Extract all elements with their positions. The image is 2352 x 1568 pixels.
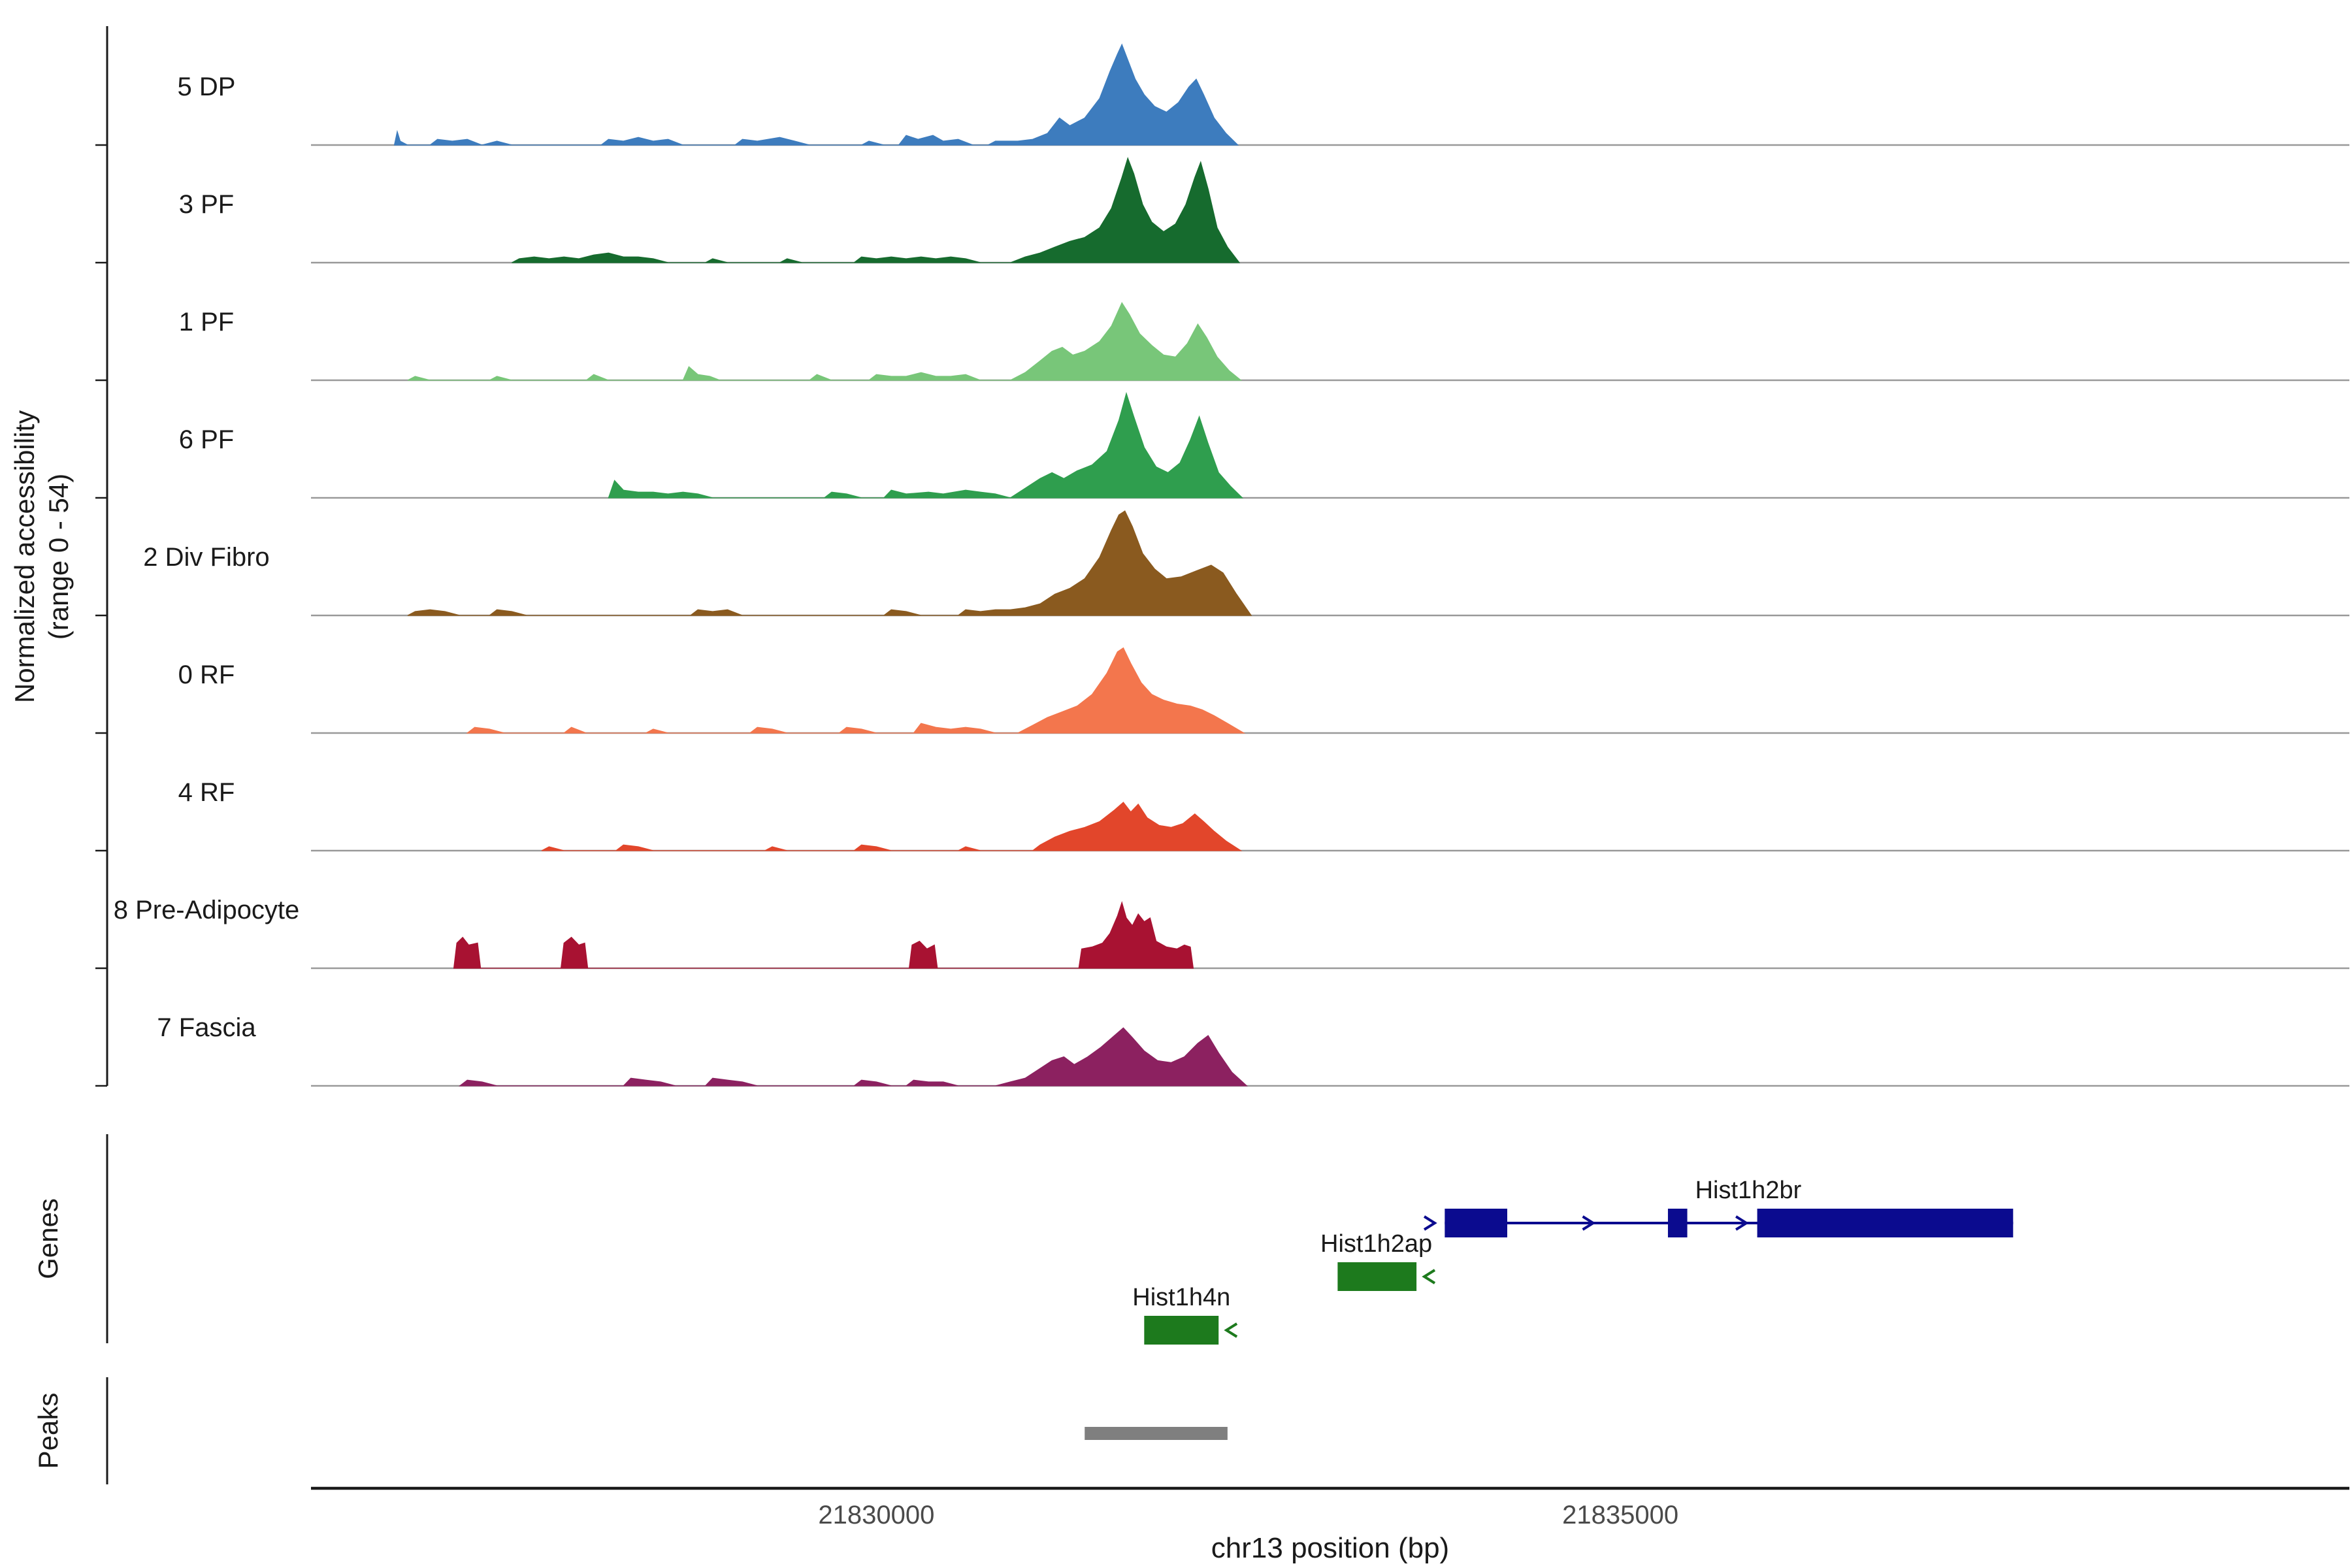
x-axis: 21830000 21835000 [311,1486,2349,1529]
strand-arrow-icon [1582,1215,1596,1231]
x-axis-tick-label: 21830000 [818,1501,934,1529]
strand-arrow-icon [1735,1215,1749,1231]
track-signal-area [512,157,1241,263]
track-label: 3 PF [179,190,234,219]
coverage-track: 4 RF [95,778,2349,852]
track-label: 0 RF [178,661,235,689]
strand-arrow-icon [1422,1269,1436,1284]
track-label: 2 Div Fibro [143,543,269,572]
track-signal-area [466,647,1246,734]
gene-exon [1757,1209,2014,1237]
peak-bar [1085,1427,1228,1440]
gene-exon [1667,1209,1688,1237]
gene-exon [1445,1209,1508,1237]
coverage-track: 2 Div Fibro [95,510,2349,617]
track-label: 6 PF [179,425,234,454]
track-label: 1 PF [179,308,234,336]
coverage-track: 3 PF [95,157,2349,264]
gene-label: Hist1h2br [1695,1177,1802,1204]
genes-section: Hist1h2br Hist1h2ap Hist1h4n [1132,1177,2014,1345]
track-signal-area [407,302,1243,381]
track-signal-area [407,510,1252,616]
peaks-section [1085,1427,1228,1440]
track-signal-area [459,1027,1248,1086]
y-axis-label-line2: (range 0 - 54) [43,474,74,640]
coverage-tracks-section: 5 DP 3 PF 1 PF 6 PF 2 Div Fibro 0 RF 4 RF 8 Pre… [95,26,2349,1087]
coverage-track: 0 RF [95,647,2349,734]
track-signal-area [393,43,1239,146]
track-signal-area [541,802,1243,851]
track-label: 5 DP [178,73,236,101]
coverage-track: 7 Fascia [95,1013,2349,1087]
track-label: 4 RF [178,778,235,807]
coverage-track: 5 DP [95,43,2349,146]
track-signal-area [608,391,1244,498]
gene-model: Hist1h4n [1132,1284,1238,1345]
strand-arrow-icon [1224,1322,1238,1338]
gene-exon [1337,1262,1417,1291]
coverage-track: 6 PF [95,391,2349,499]
track-signal-area [453,901,1194,969]
strand-arrow-icon [1423,1215,1437,1231]
coverage-track: 8 Pre-Adipocyte [95,896,2349,970]
coverage-track: 1 PF [95,302,2349,382]
x-axis-tick-label: 21835000 [1562,1501,1678,1529]
gene-model: Hist1h2ap [1320,1230,1436,1291]
genes-section-label: Genes [33,1198,63,1279]
gene-model: Hist1h2br [1423,1177,2014,1237]
peaks-section-label: Peaks [33,1393,63,1469]
y-axis-label-line1: Normalized accessibility [9,410,40,703]
track-label: 8 Pre-Adipocyte [114,896,300,924]
x-axis-title: chr13 position (bp) [1211,1532,1449,1564]
gene-exon [1144,1316,1219,1345]
track-label: 7 Fascia [157,1013,256,1042]
gene-label: Hist1h4n [1132,1284,1230,1311]
gene-label: Hist1h2ap [1320,1230,1432,1258]
